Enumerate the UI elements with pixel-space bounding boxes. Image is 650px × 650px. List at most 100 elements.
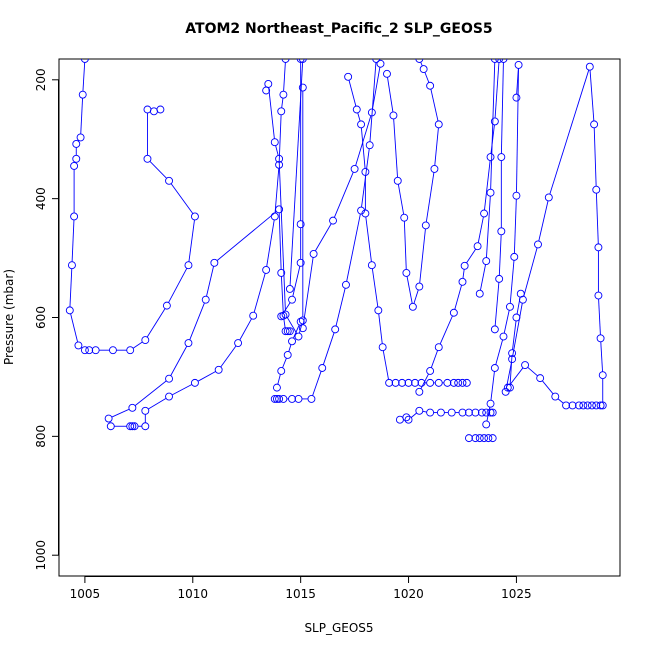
data-point (480, 434, 489, 443)
series-segment (371, 268, 379, 307)
plot-frame (58, 58, 621, 577)
data-point (281, 59, 290, 63)
series-segment (490, 62, 496, 190)
series-segment (286, 317, 298, 334)
x-axis-label: SLP_GEOS5 (304, 621, 373, 635)
data-point (78, 90, 87, 99)
series-segment (69, 268, 73, 307)
series-19 (501, 62, 607, 410)
data-point (415, 406, 424, 415)
data-point (331, 325, 340, 334)
series-segment (348, 80, 357, 107)
series-segment (277, 374, 281, 385)
series-segment (268, 87, 275, 139)
data-point (128, 403, 137, 412)
data-point (76, 133, 85, 142)
series-segment (593, 127, 597, 187)
series-segment (360, 127, 366, 169)
data-point (503, 383, 512, 392)
series-segment (477, 216, 484, 243)
data-point (475, 289, 484, 298)
data-point (402, 268, 411, 277)
series-segment (216, 211, 277, 261)
data-point (490, 117, 499, 126)
series-segment (406, 276, 413, 304)
data-point (490, 325, 499, 334)
series-segment (80, 98, 84, 134)
data-point (372, 59, 381, 63)
data-point (91, 346, 100, 355)
series-segment (168, 268, 188, 303)
data-point (283, 327, 292, 336)
data-point (318, 364, 327, 372)
series-segment (495, 339, 503, 365)
data-point (398, 378, 407, 387)
data-point (149, 107, 158, 116)
series-segment (239, 318, 252, 341)
series-segment (274, 168, 280, 214)
data-point (510, 252, 519, 261)
data-point (512, 93, 521, 102)
series-segment (419, 228, 426, 284)
series-segment (393, 118, 398, 178)
data-point (279, 394, 288, 403)
data-point (447, 408, 456, 417)
series-segment (282, 358, 287, 368)
series-7 (262, 80, 307, 341)
data-point (514, 60, 523, 69)
x-tick-label: 1015 (285, 587, 316, 601)
data-point (488, 408, 497, 417)
data-point (367, 108, 376, 117)
data-point (486, 399, 495, 408)
series-segment (289, 62, 304, 286)
data-point (128, 422, 137, 431)
series-segment (189, 302, 205, 340)
y-axis: 200 400 600 800 1000 (34, 68, 59, 570)
series-segment (485, 196, 491, 258)
data-point (449, 378, 458, 387)
data-point (214, 365, 223, 374)
series-segment (505, 362, 512, 389)
series-segment (490, 371, 495, 401)
data-point (598, 401, 607, 410)
data-point (434, 343, 443, 352)
data-point (65, 306, 74, 315)
x-axis: 1005 1010 1015 1020 1025 (70, 576, 532, 601)
series-segment (422, 410, 427, 413)
series-segment (171, 384, 193, 396)
data-point (350, 164, 359, 173)
data-point (357, 120, 366, 129)
data-point (588, 401, 596, 410)
data-point (108, 346, 117, 355)
data-point (272, 383, 281, 392)
data-point (458, 378, 467, 387)
data-point (512, 191, 521, 200)
data-point (426, 367, 435, 375)
data-point (551, 392, 560, 401)
data-point (210, 258, 219, 267)
series-segment (413, 289, 419, 304)
series-segment (509, 367, 524, 386)
x-tick-label: 1025 (501, 587, 532, 601)
data-point (598, 371, 607, 380)
series-segment (523, 247, 538, 297)
data-point (454, 378, 463, 387)
series-segment (382, 350, 389, 380)
data-point (482, 408, 491, 417)
series-segment (369, 62, 377, 142)
data-point (288, 337, 296, 346)
series-10 (383, 59, 443, 311)
data-point (495, 274, 504, 283)
data-point (294, 394, 303, 403)
data-point (307, 394, 316, 403)
series-18 (503, 361, 605, 410)
data-point (411, 378, 419, 387)
series-segment (206, 266, 214, 297)
data-point (80, 346, 89, 355)
data-point (594, 243, 603, 252)
series-segment (335, 288, 346, 327)
data-point (592, 185, 601, 194)
data-point (389, 111, 398, 120)
data-point (430, 164, 439, 173)
series-3 (104, 205, 294, 423)
